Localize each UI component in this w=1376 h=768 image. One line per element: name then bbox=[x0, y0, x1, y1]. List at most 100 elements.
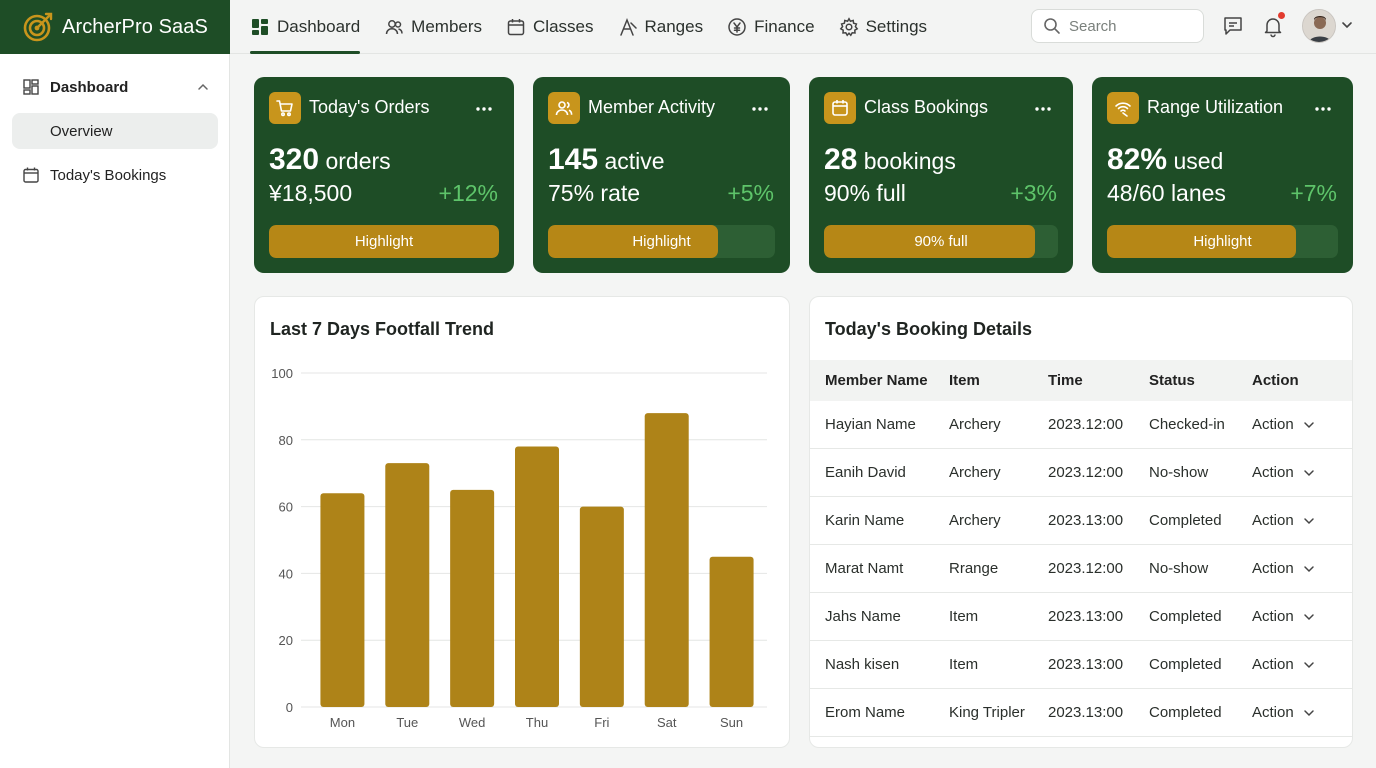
stat-progress-bar[interactable]: Highlight bbox=[1107, 225, 1338, 258]
bell-icon[interactable] bbox=[1261, 14, 1285, 38]
time-cell: 2023.12:00 bbox=[1048, 401, 1149, 449]
x-tick-label: Sat bbox=[657, 715, 677, 730]
action-dropdown[interactable]: Action bbox=[1252, 497, 1352, 544]
more-horizontal-icon[interactable] bbox=[1033, 99, 1053, 119]
sidebar-group-dashboard[interactable]: Dashboard bbox=[12, 70, 218, 104]
bar-wed[interactable] bbox=[450, 489, 495, 707]
user-avatar[interactable] bbox=[1302, 9, 1336, 43]
y-tick-label: 80 bbox=[279, 433, 293, 448]
stat-progress-bar[interactable]: Highlight bbox=[548, 225, 775, 258]
bar-fri[interactable] bbox=[579, 506, 624, 707]
sidebar-item-label: Today's Bookings bbox=[50, 166, 167, 184]
more-horizontal-icon[interactable] bbox=[1313, 99, 1333, 119]
bar-sun[interactable] bbox=[709, 556, 754, 707]
stat-value: 28 bbox=[824, 143, 858, 176]
status-cell: Completed bbox=[1149, 496, 1252, 545]
item-cell: Item bbox=[949, 640, 1048, 689]
bookings-panel: Today's Booking Details Member Name Item… bbox=[809, 296, 1353, 748]
table-row[interactable]: Erom Name King Tripler 2023.13:00 Completed… bbox=[810, 688, 1352, 737]
sidebar-item-label: Overview bbox=[50, 122, 113, 140]
column-header[interactable]: Status bbox=[1149, 372, 1195, 389]
message-icon[interactable] bbox=[1221, 14, 1245, 38]
status-cell: Completed bbox=[1149, 688, 1252, 737]
nav-classes[interactable]: Classes bbox=[506, 0, 594, 54]
stat-delta: +5% bbox=[727, 180, 774, 206]
search-box[interactable] bbox=[1031, 9, 1204, 43]
column-header[interactable]: Action bbox=[1252, 372, 1299, 389]
time-cell: 2023.12:00 bbox=[1048, 448, 1149, 497]
table-row[interactable]: Hayian Name Archery 2023.12:00 Checked-in Ac… bbox=[810, 401, 1352, 449]
nav-finance[interactable]: Finance bbox=[727, 0, 815, 54]
stat-progress-bar[interactable]: Highlight bbox=[269, 225, 499, 258]
sidebar-group-label: Dashboard bbox=[50, 78, 129, 96]
item-cell: Archery bbox=[949, 448, 1048, 497]
action-label: Action bbox=[1252, 560, 1294, 577]
status-cell: No-show bbox=[1149, 448, 1252, 497]
nav-dashboard[interactable]: Dashboard bbox=[250, 0, 361, 54]
bookings-table-body: Hayian Name Archery 2023.12:00 Checked-in Ac… bbox=[810, 401, 1352, 737]
members-icon bbox=[555, 101, 573, 116]
target-logo-icon bbox=[23, 12, 53, 42]
table-row[interactable]: Eanih David Archery 2023.12:00 No-show Actio… bbox=[810, 448, 1352, 497]
gear-icon bbox=[839, 17, 858, 37]
member-name-cell: Nash kisen bbox=[810, 640, 949, 689]
table-header-row: Member Name Item Time Status Action bbox=[810, 360, 1352, 401]
chevron-down-icon bbox=[1303, 517, 1314, 524]
item-cell: Archery bbox=[949, 401, 1048, 449]
sidebar: Dashboard Overview Today's Bookings bbox=[0, 54, 230, 768]
action-dropdown[interactable]: Action bbox=[1252, 689, 1352, 736]
stat-icon-wrap bbox=[1107, 92, 1139, 124]
column-header[interactable]: Item bbox=[949, 372, 980, 389]
stat-sub: 90% full bbox=[824, 180, 906, 206]
stat-icon-wrap bbox=[824, 92, 856, 124]
table-row[interactable]: Nash kisen Item 2023.13:00 Completed Action bbox=[810, 640, 1352, 689]
column-header[interactable]: Member Name bbox=[825, 372, 928, 389]
sidebar-item-overview[interactable]: Overview bbox=[12, 113, 218, 149]
action-dropdown[interactable]: Action bbox=[1252, 545, 1352, 592]
calendar-icon bbox=[23, 167, 39, 183]
more-horizontal-icon[interactable] bbox=[474, 99, 494, 119]
bar-thu[interactable] bbox=[515, 446, 559, 707]
time-cell: 2023.13:00 bbox=[1048, 592, 1149, 641]
time-cell: 2023.13:00 bbox=[1048, 496, 1149, 545]
action-dropdown[interactable]: Action bbox=[1252, 401, 1352, 448]
table-row[interactable]: Jahs Name Item 2023.13:00 Completed Action bbox=[810, 592, 1352, 641]
top-bar: ArcherPro SaaS Dashboard Members Classes… bbox=[0, 0, 1376, 54]
nav-members[interactable]: Members bbox=[384, 0, 482, 54]
action-cell-wrap: Action bbox=[1252, 592, 1352, 641]
nav-label: Settings bbox=[865, 17, 928, 36]
calendar-icon bbox=[507, 19, 525, 36]
nav-label: Members bbox=[411, 17, 483, 36]
time-cell: 2023.13:00 bbox=[1048, 640, 1149, 689]
stat-card-class-bookings: Class Bookings 28 bookings 90% full +3% … bbox=[809, 77, 1073, 273]
dashboard-grid-icon bbox=[23, 79, 39, 95]
member-name-cell: Eanih David bbox=[810, 448, 949, 497]
bar-tue[interactable] bbox=[385, 463, 430, 707]
table-row[interactable]: Karin Name Archery 2023.13:00 Completed Acti… bbox=[810, 496, 1352, 545]
member-name-cell: Erom Name bbox=[810, 688, 949, 737]
member-name-cell: Jahs Name bbox=[810, 592, 949, 641]
action-dropdown[interactable]: Action bbox=[1252, 641, 1352, 688]
action-dropdown[interactable]: Action bbox=[1252, 593, 1352, 640]
sidebar-item-todays-bookings[interactable]: Today's Bookings bbox=[12, 157, 218, 193]
nav-ranges[interactable]: Ranges bbox=[618, 0, 703, 54]
column-header[interactable]: Time bbox=[1048, 372, 1083, 389]
x-tick-label: Wed bbox=[459, 715, 486, 730]
search-input[interactable] bbox=[1069, 17, 1189, 35]
brand[interactable]: ArcherPro SaaS bbox=[0, 0, 230, 54]
bar-mon[interactable] bbox=[320, 493, 365, 707]
table-row[interactable]: Marat Namt Rrange 2023.12:00 No-show Action bbox=[810, 544, 1352, 593]
y-tick-label: 20 bbox=[279, 633, 293, 648]
action-cell-wrap: Action bbox=[1252, 401, 1352, 449]
action-dropdown[interactable]: Action bbox=[1252, 449, 1352, 496]
more-horizontal-icon[interactable] bbox=[750, 99, 770, 119]
time-cell: 2023.13:00 bbox=[1048, 688, 1149, 737]
bar-sat[interactable] bbox=[644, 413, 689, 707]
stat-bar-label: Highlight bbox=[1193, 233, 1252, 250]
stat-progress-bar[interactable]: 90% full bbox=[824, 225, 1058, 258]
chevron-down-icon[interactable] bbox=[1340, 18, 1354, 32]
stat-unit: bookings bbox=[863, 148, 956, 174]
nav-settings[interactable]: Settings bbox=[839, 0, 927, 54]
stat-value: 82% bbox=[1107, 143, 1168, 176]
stat-main: 145 active bbox=[548, 143, 665, 177]
